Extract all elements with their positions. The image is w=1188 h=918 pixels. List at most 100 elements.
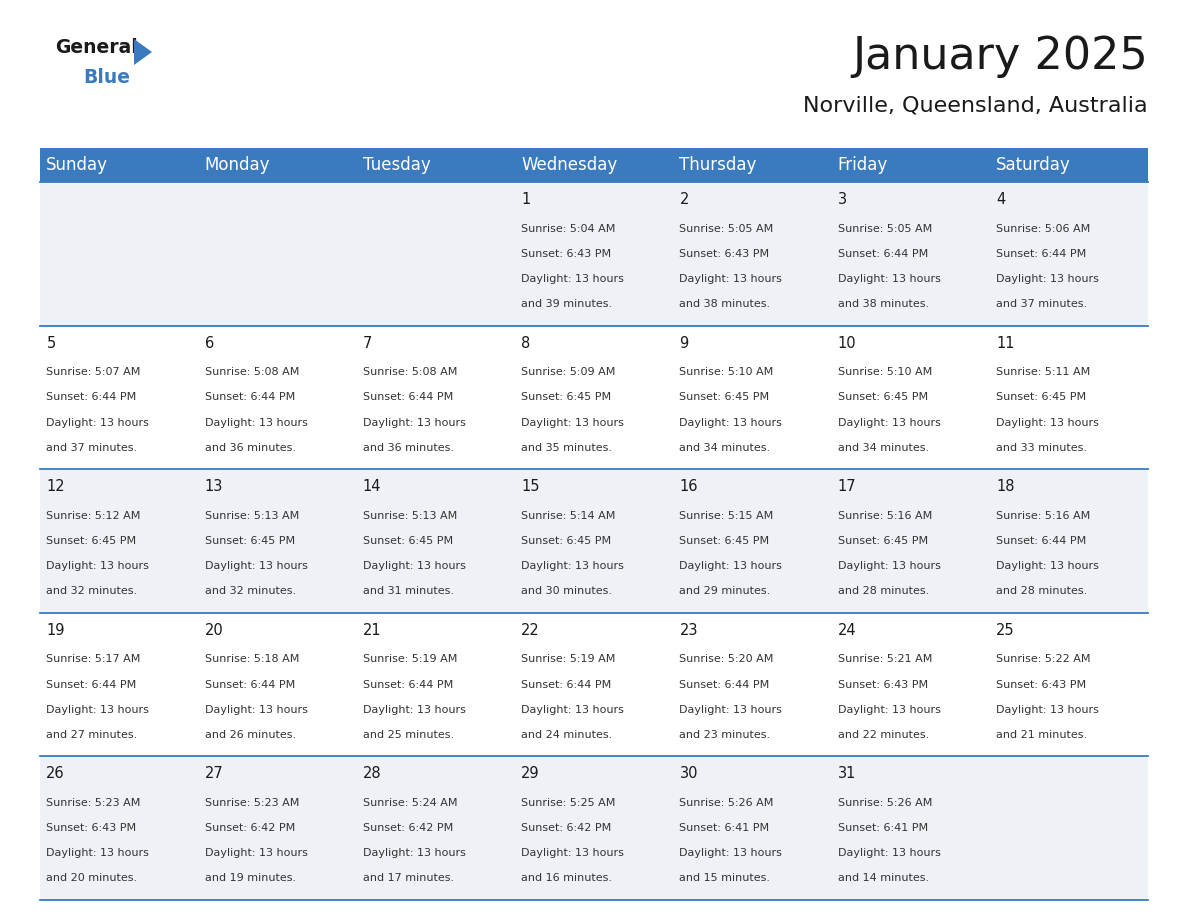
Text: Sunset: 6:44 PM: Sunset: 6:44 PM <box>46 679 137 689</box>
Text: and 19 minutes.: and 19 minutes. <box>204 873 296 883</box>
Text: Sunset: 6:45 PM: Sunset: 6:45 PM <box>838 536 928 546</box>
Text: Daylight: 13 hours: Daylight: 13 hours <box>838 418 941 428</box>
Text: Norville, Queensland, Australia: Norville, Queensland, Australia <box>803 95 1148 115</box>
Text: Sunset: 6:43 PM: Sunset: 6:43 PM <box>838 679 928 689</box>
Text: Sunrise: 5:22 AM: Sunrise: 5:22 AM <box>996 655 1091 665</box>
Text: 4: 4 <box>996 192 1005 207</box>
Text: 11: 11 <box>996 336 1015 351</box>
Text: Sunset: 6:41 PM: Sunset: 6:41 PM <box>838 823 928 834</box>
Text: Daylight: 13 hours: Daylight: 13 hours <box>46 705 150 715</box>
Text: Daylight: 13 hours: Daylight: 13 hours <box>46 418 150 428</box>
Text: General: General <box>55 38 138 57</box>
Text: Daylight: 13 hours: Daylight: 13 hours <box>838 561 941 571</box>
Text: Sunrise: 5:16 AM: Sunrise: 5:16 AM <box>838 510 933 521</box>
Text: Sunrise: 5:18 AM: Sunrise: 5:18 AM <box>204 655 299 665</box>
Text: Sunset: 6:44 PM: Sunset: 6:44 PM <box>46 392 137 402</box>
Text: and 38 minutes.: and 38 minutes. <box>838 299 929 309</box>
Text: Sunrise: 5:04 AM: Sunrise: 5:04 AM <box>522 224 615 234</box>
Text: Daylight: 13 hours: Daylight: 13 hours <box>996 274 1099 284</box>
Text: Sunset: 6:43 PM: Sunset: 6:43 PM <box>522 249 612 259</box>
Text: Daylight: 13 hours: Daylight: 13 hours <box>204 848 308 858</box>
Bar <box>40 756 1148 900</box>
Text: 14: 14 <box>362 479 381 494</box>
Text: Sunset: 6:42 PM: Sunset: 6:42 PM <box>362 823 453 834</box>
Text: Daylight: 13 hours: Daylight: 13 hours <box>680 705 783 715</box>
Text: and 21 minutes.: and 21 minutes. <box>996 730 1087 740</box>
Text: Wednesday: Wednesday <box>522 156 618 174</box>
Text: and 14 minutes.: and 14 minutes. <box>838 873 929 883</box>
Text: Daylight: 13 hours: Daylight: 13 hours <box>996 705 1099 715</box>
Text: Sunrise: 5:19 AM: Sunrise: 5:19 AM <box>362 655 457 665</box>
Text: Daylight: 13 hours: Daylight: 13 hours <box>522 561 624 571</box>
Text: 24: 24 <box>838 622 857 638</box>
Text: Sunset: 6:42 PM: Sunset: 6:42 PM <box>204 823 295 834</box>
Text: Daylight: 13 hours: Daylight: 13 hours <box>204 418 308 428</box>
Text: and 37 minutes.: and 37 minutes. <box>996 299 1087 309</box>
Text: Daylight: 13 hours: Daylight: 13 hours <box>522 848 624 858</box>
Text: Sunset: 6:41 PM: Sunset: 6:41 PM <box>680 823 770 834</box>
Text: Sunset: 6:42 PM: Sunset: 6:42 PM <box>522 823 612 834</box>
Text: Sunrise: 5:11 AM: Sunrise: 5:11 AM <box>996 367 1091 377</box>
Text: and 39 minutes.: and 39 minutes. <box>522 299 612 309</box>
Bar <box>40 469 1148 613</box>
Text: 22: 22 <box>522 622 539 638</box>
Text: Daylight: 13 hours: Daylight: 13 hours <box>522 274 624 284</box>
Text: Sunrise: 5:20 AM: Sunrise: 5:20 AM <box>680 655 773 665</box>
Text: Daylight: 13 hours: Daylight: 13 hours <box>838 705 941 715</box>
Text: Sunrise: 5:26 AM: Sunrise: 5:26 AM <box>838 798 933 808</box>
Text: Daylight: 13 hours: Daylight: 13 hours <box>522 705 624 715</box>
Text: 10: 10 <box>838 336 857 351</box>
Polygon shape <box>134 39 152 65</box>
Text: Sunrise: 5:16 AM: Sunrise: 5:16 AM <box>996 510 1091 521</box>
Text: Daylight: 13 hours: Daylight: 13 hours <box>680 561 783 571</box>
Text: 20: 20 <box>204 622 223 638</box>
Text: Sunset: 6:45 PM: Sunset: 6:45 PM <box>522 536 612 546</box>
Text: Sunset: 6:44 PM: Sunset: 6:44 PM <box>204 392 295 402</box>
Text: Daylight: 13 hours: Daylight: 13 hours <box>46 848 150 858</box>
Text: Sunrise: 5:06 AM: Sunrise: 5:06 AM <box>996 224 1091 234</box>
Text: Sunset: 6:44 PM: Sunset: 6:44 PM <box>680 679 770 689</box>
Text: Sunset: 6:44 PM: Sunset: 6:44 PM <box>362 392 453 402</box>
Text: and 24 minutes.: and 24 minutes. <box>522 730 613 740</box>
Text: Daylight: 13 hours: Daylight: 13 hours <box>680 274 783 284</box>
Text: Sunset: 6:43 PM: Sunset: 6:43 PM <box>680 249 770 259</box>
Text: Daylight: 13 hours: Daylight: 13 hours <box>680 848 783 858</box>
Text: Sunrise: 5:10 AM: Sunrise: 5:10 AM <box>838 367 933 377</box>
Text: Daylight: 13 hours: Daylight: 13 hours <box>362 705 466 715</box>
Text: and 16 minutes.: and 16 minutes. <box>522 873 612 883</box>
Text: 2: 2 <box>680 192 689 207</box>
Text: 25: 25 <box>996 622 1015 638</box>
Text: Friday: Friday <box>838 156 887 174</box>
Text: Daylight: 13 hours: Daylight: 13 hours <box>204 705 308 715</box>
Text: and 17 minutes.: and 17 minutes. <box>362 873 454 883</box>
Text: 3: 3 <box>838 192 847 207</box>
Text: and 36 minutes.: and 36 minutes. <box>362 442 454 453</box>
Text: 27: 27 <box>204 767 223 781</box>
Text: Daylight: 13 hours: Daylight: 13 hours <box>838 274 941 284</box>
Text: and 27 minutes.: and 27 minutes. <box>46 730 138 740</box>
Text: 8: 8 <box>522 336 530 351</box>
Text: Daylight: 13 hours: Daylight: 13 hours <box>522 418 624 428</box>
Text: Sunrise: 5:12 AM: Sunrise: 5:12 AM <box>46 510 140 521</box>
Text: Sunrise: 5:07 AM: Sunrise: 5:07 AM <box>46 367 140 377</box>
Text: 9: 9 <box>680 336 689 351</box>
Text: Sunrise: 5:19 AM: Sunrise: 5:19 AM <box>522 655 615 665</box>
Text: and 15 minutes.: and 15 minutes. <box>680 873 771 883</box>
Text: 7: 7 <box>362 336 372 351</box>
Text: and 26 minutes.: and 26 minutes. <box>204 730 296 740</box>
Text: and 32 minutes.: and 32 minutes. <box>46 587 138 596</box>
Text: Sunday: Sunday <box>46 156 108 174</box>
Text: Daylight: 13 hours: Daylight: 13 hours <box>838 848 941 858</box>
Text: and 32 minutes.: and 32 minutes. <box>204 587 296 596</box>
Text: and 35 minutes.: and 35 minutes. <box>522 442 612 453</box>
Text: Tuesday: Tuesday <box>362 156 431 174</box>
Text: Sunrise: 5:09 AM: Sunrise: 5:09 AM <box>522 367 615 377</box>
Text: 5: 5 <box>46 336 56 351</box>
Text: Sunrise: 5:26 AM: Sunrise: 5:26 AM <box>680 798 773 808</box>
Text: and 30 minutes.: and 30 minutes. <box>522 587 612 596</box>
Text: Sunset: 6:45 PM: Sunset: 6:45 PM <box>680 536 770 546</box>
Text: Monday: Monday <box>204 156 270 174</box>
Text: and 34 minutes.: and 34 minutes. <box>680 442 771 453</box>
Text: Thursday: Thursday <box>680 156 757 174</box>
Text: Sunset: 6:44 PM: Sunset: 6:44 PM <box>996 249 1086 259</box>
